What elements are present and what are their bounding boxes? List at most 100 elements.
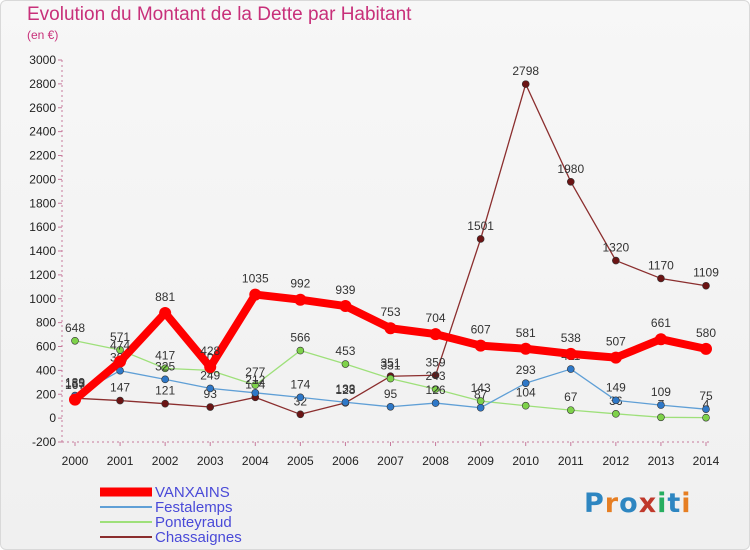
proxiti-logo: Proxiti xyxy=(584,488,692,519)
data-point xyxy=(384,322,397,335)
x-tick-label: 2006 xyxy=(332,454,359,468)
data-point xyxy=(476,235,485,243)
chart-title: Evolution du Montant de la Dette par Hab… xyxy=(27,4,412,25)
y-tick-label: 2000 xyxy=(29,172,56,186)
data-label: 293 xyxy=(516,363,536,377)
data-point xyxy=(521,401,530,410)
x-tick-label: 2011 xyxy=(558,454,584,468)
y-tick-label: 400 xyxy=(36,363,56,377)
data-label: 566 xyxy=(290,331,310,345)
legend-label: Festalemps xyxy=(155,499,233,516)
data-point xyxy=(159,306,172,319)
data-label: 417 xyxy=(155,348,175,362)
data-label: 453 xyxy=(335,344,355,358)
data-point xyxy=(564,347,577,360)
x-tick-label: 2008 xyxy=(422,454,449,468)
data-point xyxy=(657,401,665,409)
data-point xyxy=(114,355,127,368)
data-point xyxy=(609,351,622,364)
data-label: 277 xyxy=(245,365,265,379)
data-label: 571 xyxy=(110,330,130,344)
legend-label: Ponteyraud xyxy=(155,514,232,531)
data-label: 428 xyxy=(200,344,220,358)
x-tick-label: 2010 xyxy=(512,454,539,468)
data-point xyxy=(521,80,530,88)
data-label: 1320 xyxy=(603,241,630,255)
data-point xyxy=(251,381,260,389)
data-label: 351 xyxy=(380,356,400,370)
data-point xyxy=(69,393,81,406)
data-point xyxy=(612,396,620,405)
y-tick-label: -200 xyxy=(32,435,56,449)
data-point xyxy=(116,346,124,354)
data-point xyxy=(657,274,665,283)
data-point xyxy=(612,410,620,418)
data-point xyxy=(431,371,440,380)
data-label: 580 xyxy=(696,326,716,340)
logo-letter: P xyxy=(584,488,605,519)
y-tick-label: 1000 xyxy=(29,292,56,306)
x-tick-label: 2012 xyxy=(603,454,630,468)
data-label: 474 xyxy=(110,339,130,353)
y-tick-label: 2800 xyxy=(29,77,56,91)
data-point xyxy=(71,336,79,345)
data-label: 155 xyxy=(65,377,85,391)
data-label: 1035 xyxy=(242,272,269,286)
chart-subtitle: (en €) xyxy=(27,28,59,42)
data-label: 4 xyxy=(703,398,710,412)
data-label: 538 xyxy=(561,331,581,345)
data-label: 87 xyxy=(474,388,488,402)
data-label: 243 xyxy=(426,369,446,383)
data-label: 126 xyxy=(426,383,446,397)
data-point xyxy=(474,339,487,352)
data-point xyxy=(206,403,215,411)
data-label: 95 xyxy=(384,387,398,401)
data-point xyxy=(341,360,350,368)
data-point xyxy=(294,293,307,306)
data-point xyxy=(566,365,575,373)
data-label: 661 xyxy=(651,316,671,330)
data-label: 75 xyxy=(699,389,713,403)
data-point xyxy=(519,342,532,355)
y-tick-label: 2200 xyxy=(29,149,56,163)
data-label: 704 xyxy=(426,311,446,325)
y-tick-label: 1400 xyxy=(29,244,56,258)
data-point xyxy=(521,379,530,387)
data-point xyxy=(296,410,305,419)
data-label: 1170 xyxy=(648,258,674,272)
data-label: 109 xyxy=(651,385,671,399)
data-point xyxy=(657,413,665,422)
data-label: 104 xyxy=(516,386,536,400)
data-label: 325 xyxy=(155,359,175,373)
y-tick-label: 1200 xyxy=(29,268,56,282)
legend-label: VANXAINS xyxy=(155,484,230,501)
x-tick-label: 2007 xyxy=(377,454,404,468)
logo-letter: i xyxy=(681,488,692,519)
x-tick-label: 2003 xyxy=(197,454,224,468)
logo-letter: t xyxy=(667,488,682,519)
logo-letter: o xyxy=(619,488,639,519)
data-label: 121 xyxy=(155,384,175,398)
data-label: 648 xyxy=(65,321,85,335)
series-vanxains: 155 474 881 428 1035 992 939 753 704 607 581 538 507… xyxy=(65,272,716,406)
data-label: 174 xyxy=(290,377,310,391)
data-point xyxy=(431,399,440,407)
data-label: 1501 xyxy=(467,219,494,233)
data-label: 992 xyxy=(290,277,310,291)
data-label: 147 xyxy=(110,381,130,395)
logo-letter: r xyxy=(604,488,620,519)
data-label: 67 xyxy=(564,390,578,404)
data-label: 607 xyxy=(471,323,491,337)
data-point xyxy=(339,300,352,313)
data-point xyxy=(161,364,169,373)
data-label: 881 xyxy=(155,290,175,304)
data-label: 212 xyxy=(245,373,265,387)
data-point xyxy=(612,256,620,265)
x-tick-label: 2005 xyxy=(287,454,314,468)
y-tick-label: 1600 xyxy=(29,220,56,234)
data-label: 249 xyxy=(200,368,220,382)
logo-letter: i xyxy=(657,488,668,519)
